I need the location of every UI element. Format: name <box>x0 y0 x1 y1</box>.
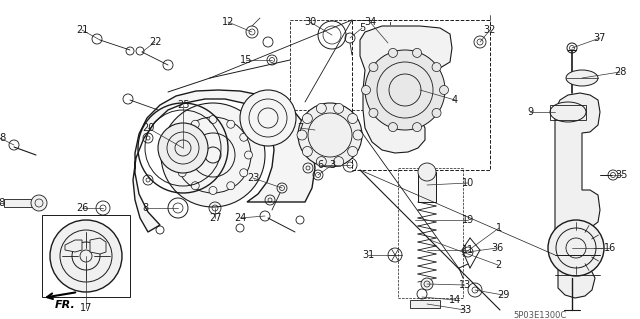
Circle shape <box>179 169 186 177</box>
Text: 17: 17 <box>80 303 92 313</box>
Circle shape <box>432 63 441 71</box>
Text: 3: 3 <box>329 160 335 170</box>
Polygon shape <box>65 240 82 252</box>
Bar <box>4 199 39 207</box>
Text: 32: 32 <box>484 25 496 35</box>
Text: 34: 34 <box>364 17 376 27</box>
Circle shape <box>297 130 307 140</box>
Circle shape <box>240 90 296 146</box>
Circle shape <box>244 151 253 159</box>
Text: 33: 33 <box>459 305 471 315</box>
Circle shape <box>362 85 371 94</box>
Text: 7: 7 <box>297 123 303 133</box>
Text: 4: 4 <box>452 95 458 105</box>
Circle shape <box>388 48 397 57</box>
Text: 25: 25 <box>177 100 189 110</box>
Circle shape <box>418 163 436 181</box>
Circle shape <box>316 157 326 167</box>
Text: 15: 15 <box>240 55 252 65</box>
Circle shape <box>365 50 445 130</box>
Circle shape <box>432 108 441 117</box>
Text: 19: 19 <box>462 215 474 225</box>
Circle shape <box>209 115 217 123</box>
Text: 28: 28 <box>614 67 626 77</box>
Text: 35: 35 <box>616 170 628 180</box>
Circle shape <box>353 130 363 140</box>
Circle shape <box>440 85 449 94</box>
Circle shape <box>333 103 344 113</box>
Circle shape <box>348 146 358 156</box>
Circle shape <box>191 120 199 128</box>
Text: 2: 2 <box>495 260 501 270</box>
Text: 1: 1 <box>496 223 502 233</box>
Text: 21: 21 <box>76 25 88 35</box>
Circle shape <box>227 120 235 128</box>
Circle shape <box>302 114 312 123</box>
Text: 14: 14 <box>449 295 461 305</box>
Circle shape <box>173 151 182 159</box>
Circle shape <box>50 220 122 292</box>
Circle shape <box>179 133 186 141</box>
Circle shape <box>158 123 208 173</box>
Circle shape <box>209 187 217 195</box>
Text: 11: 11 <box>462 245 474 255</box>
Circle shape <box>348 114 358 123</box>
Circle shape <box>413 48 422 57</box>
Polygon shape <box>555 93 600 298</box>
Circle shape <box>191 182 199 190</box>
Polygon shape <box>133 90 315 232</box>
Text: 29: 29 <box>497 290 509 300</box>
Text: 8: 8 <box>142 203 148 213</box>
Bar <box>352 20 490 170</box>
Circle shape <box>240 169 248 177</box>
Text: 12: 12 <box>222 17 234 27</box>
Text: 30: 30 <box>304 17 316 27</box>
Circle shape <box>298 103 362 167</box>
Ellipse shape <box>566 70 598 86</box>
Text: 36: 36 <box>491 243 503 253</box>
Bar <box>398 168 463 298</box>
Circle shape <box>369 108 378 117</box>
Text: 6: 6 <box>317 160 323 170</box>
Text: 13: 13 <box>459 280 471 290</box>
Circle shape <box>421 278 433 290</box>
Text: 20: 20 <box>142 123 154 133</box>
Text: 24: 24 <box>234 213 246 223</box>
Text: 22: 22 <box>148 37 161 47</box>
Text: 27: 27 <box>209 213 221 223</box>
Text: 31: 31 <box>362 250 374 260</box>
Circle shape <box>369 63 378 71</box>
Circle shape <box>227 182 235 190</box>
Text: 10: 10 <box>462 178 474 188</box>
Circle shape <box>161 103 265 207</box>
Circle shape <box>240 133 248 141</box>
Ellipse shape <box>550 102 586 122</box>
Circle shape <box>548 220 604 276</box>
Text: 26: 26 <box>76 203 88 213</box>
Text: 18: 18 <box>0 198 6 208</box>
Polygon shape <box>360 26 452 153</box>
Text: 37: 37 <box>594 33 606 43</box>
Circle shape <box>302 146 312 156</box>
Bar <box>42 215 130 297</box>
Circle shape <box>333 157 344 167</box>
Text: 16: 16 <box>604 243 616 253</box>
Circle shape <box>31 195 47 211</box>
Circle shape <box>413 122 422 132</box>
Bar <box>410 300 440 308</box>
Polygon shape <box>90 238 106 254</box>
Text: 5P03E1300C: 5P03E1300C <box>513 310 566 319</box>
Circle shape <box>388 122 397 132</box>
Bar <box>418 172 436 202</box>
Text: 23: 23 <box>247 173 259 183</box>
Text: FR.: FR. <box>55 300 76 310</box>
Text: 9: 9 <box>527 107 533 117</box>
Circle shape <box>316 103 326 113</box>
Text: 5: 5 <box>359 23 365 33</box>
Text: 38: 38 <box>0 133 6 143</box>
Bar <box>290 20 390 110</box>
